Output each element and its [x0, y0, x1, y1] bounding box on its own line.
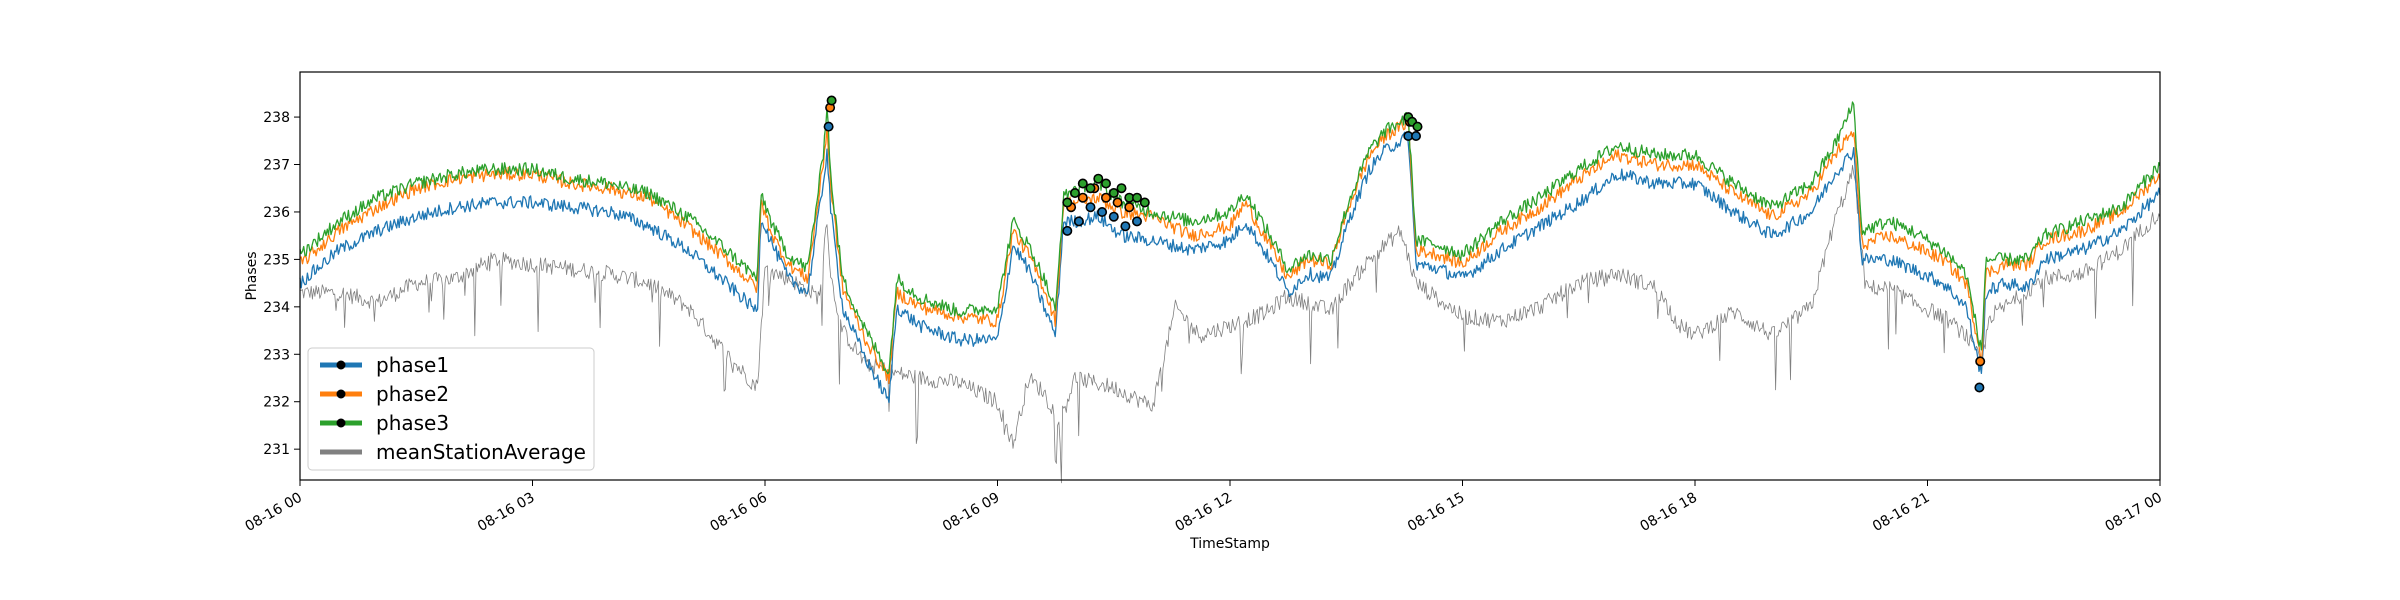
- legend-label-phase2: phase2: [376, 382, 449, 406]
- legend-label-meanStationAverage: meanStationAverage: [376, 440, 586, 464]
- legend: phase1 phase2 phase3 meanStationAverage: [307, 347, 595, 471]
- marker-phase1: [1108, 211, 1119, 222]
- marker-phase3: [1062, 197, 1073, 208]
- y-tick-label: 234: [263, 300, 290, 316]
- y-tick-label: 232: [263, 395, 290, 411]
- marker-phase1: [1085, 202, 1096, 213]
- marker-phase2: [1124, 202, 1135, 213]
- marker-phase1: [1062, 225, 1073, 236]
- marker-phase1: [1974, 382, 1985, 393]
- marker-phase3: [1077, 178, 1088, 189]
- legend-box: [307, 347, 595, 471]
- marker-layer: [823, 95, 1986, 393]
- y-tick-label: 237: [263, 158, 290, 174]
- marker-phase2: [1975, 356, 1986, 367]
- legend-marker-phase3: [336, 418, 346, 428]
- marker-phase3: [1132, 192, 1143, 203]
- marker-phase1: [823, 121, 834, 132]
- marker-phase3: [826, 95, 837, 106]
- y-tick-label: 238: [263, 110, 290, 126]
- legend-label-phase3: phase3: [376, 411, 449, 435]
- x-tick-label: 08-16 00: [242, 490, 305, 535]
- series-line-meanStationAverage: [299, 164, 2161, 484]
- series-layer: [299, 101, 2161, 484]
- series-line-phase3: [299, 101, 2161, 375]
- marker-phase1: [1073, 216, 1084, 227]
- x-tick-label: 08-17 00: [2102, 490, 2165, 535]
- marker-phase2: [1112, 197, 1123, 208]
- marker-phase3: [1108, 188, 1119, 199]
- legend-marker-phase1: [336, 360, 346, 370]
- series-line-phase1: [299, 131, 2161, 404]
- x-tick-label: 08-16 12: [1172, 490, 1235, 535]
- x-axis: 08-16 00 08-16 03 08-16 06 08-16 09 08-16 12…: [242, 480, 2165, 535]
- x-tick-label: 08-16 09: [940, 490, 1003, 535]
- marker-phase1: [1097, 207, 1108, 218]
- y-axis-title: Phases: [244, 251, 260, 300]
- marker-phase3: [1093, 173, 1104, 184]
- marker-phase1: [1411, 131, 1422, 142]
- y-tick-label: 231: [263, 442, 290, 458]
- legend-marker-phase2: [336, 389, 346, 399]
- marker-phase1: [1120, 221, 1131, 232]
- marker-phase3: [1412, 121, 1423, 132]
- x-tick-label: 08-16 18: [1637, 490, 1700, 535]
- x-axis-title: TimeStamp: [1189, 536, 1270, 552]
- legend-label-phase1: phase1: [376, 353, 449, 377]
- y-tick-label: 233: [263, 347, 290, 363]
- y-tick-label: 235: [263, 252, 290, 268]
- x-tick-label: 08-16 03: [475, 490, 538, 535]
- marker-phase2: [1077, 192, 1088, 203]
- y-tick-label: 236: [263, 205, 290, 221]
- plot-area: [300, 72, 2160, 480]
- x-tick-label: 08-16 21: [1870, 490, 1933, 535]
- marker-phase3: [1085, 183, 1096, 194]
- marker-phase3: [1116, 183, 1127, 194]
- y-axis: 231 232 233 234 235 236 237 238: [263, 110, 300, 458]
- marker-phase3: [1101, 178, 1112, 189]
- marker-phase2: [1101, 192, 1112, 203]
- marker-phase1: [1132, 216, 1143, 227]
- marker-phase3: [1139, 197, 1150, 208]
- x-tick-label: 08-16 06: [707, 490, 770, 535]
- marker-phase3: [1070, 188, 1081, 199]
- series-line-phase2: [299, 118, 2161, 385]
- x-tick-label: 08-16 15: [1405, 490, 1468, 535]
